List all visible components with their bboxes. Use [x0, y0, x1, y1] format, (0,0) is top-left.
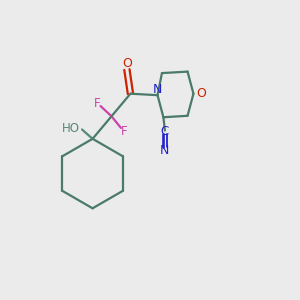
Text: O: O — [122, 57, 132, 70]
Text: N: N — [160, 144, 170, 157]
Text: F: F — [94, 97, 100, 110]
Text: F: F — [121, 125, 128, 138]
Text: O: O — [196, 87, 206, 100]
Text: C: C — [161, 125, 169, 138]
Text: HO: HO — [62, 122, 80, 134]
Text: N: N — [153, 83, 162, 96]
